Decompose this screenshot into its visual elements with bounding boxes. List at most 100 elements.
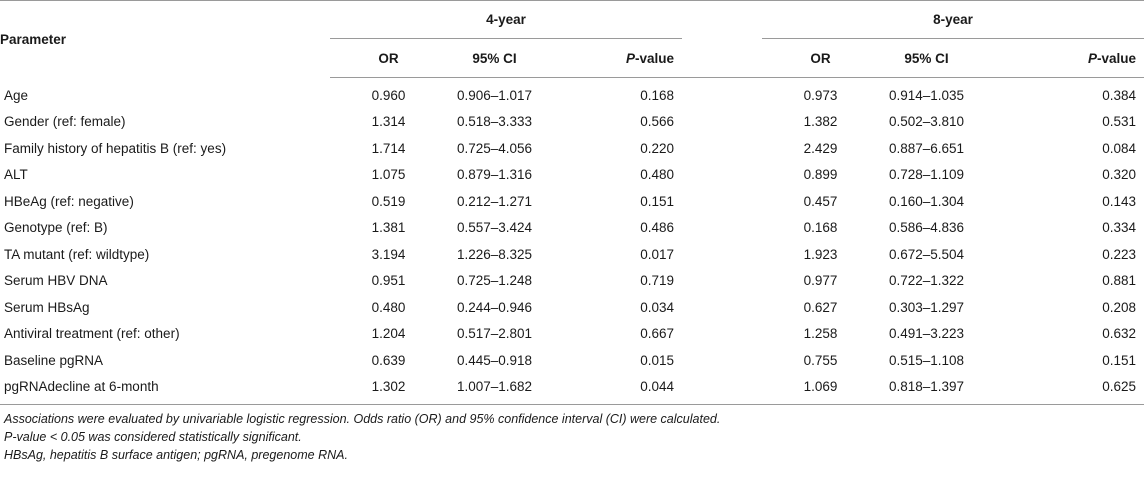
header-or-4: OR <box>330 38 417 78</box>
row-p-4: 0.480 <box>640 167 674 183</box>
header-p-rest: -value <box>1096 50 1136 66</box>
table-body: Age 0.960 0.906–1.017 0.168 0.973 0.914–… <box>0 78 1144 405</box>
row-ci-4: 0.445–0.918 <box>456 352 533 368</box>
row-parameter: Age <box>4 87 29 103</box>
table-row: TA mutant (ref: wildtype) 3.194 1.226–8.… <box>0 241 1144 268</box>
row-or-4: 0.639 <box>371 352 406 368</box>
header-p-italic: P <box>625 50 635 66</box>
row-or-8: 0.973 <box>803 87 838 103</box>
header-8-year: 8-year <box>762 0 1144 39</box>
row-p-8: 0.320 <box>1102 167 1136 183</box>
row-parameter: TA mutant (ref: wildtype) <box>4 246 150 262</box>
row-or-4: 1.714 <box>371 140 406 156</box>
table-row: Family history of hepatitis B (ref: yes)… <box>0 135 1144 162</box>
row-or-8: 2.429 <box>803 140 838 156</box>
row-p-4: 0.667 <box>640 326 674 342</box>
table-row: Serum HBV DNA 0.951 0.725–1.248 0.719 0.… <box>0 268 1144 295</box>
row-ci-4: 0.518–3.333 <box>456 114 533 130</box>
row-or-4: 1.381 <box>371 220 406 236</box>
header-ci-8: 95% CI <box>849 38 1004 78</box>
row-parameter: pgRNAdecline at 6-month <box>0 373 330 405</box>
row-or-8: 0.457 <box>803 193 838 209</box>
row-or-4: 1.302 <box>330 373 417 405</box>
row-or-8: 1.258 <box>803 326 838 342</box>
row-or-4: 0.951 <box>371 273 406 289</box>
row-ci-8: 0.722–1.322 <box>888 273 965 289</box>
row-p-8: 0.334 <box>1102 220 1136 236</box>
row-p-8: 0.208 <box>1102 299 1136 315</box>
row-ci-4: 0.879–1.316 <box>456 167 533 183</box>
row-p-4: 0.017 <box>640 246 674 262</box>
row-p-4: 0.486 <box>640 220 674 236</box>
row-parameter: Serum HBV DNA <box>4 273 108 289</box>
row-p-4: 0.034 <box>640 299 674 315</box>
row-p-4: 0.566 <box>640 114 674 130</box>
header-parameter: Parameter <box>0 0 330 78</box>
row-ci-8: 0.586–4.836 <box>888 220 965 236</box>
row-ci-8: 0.502–3.810 <box>888 114 965 130</box>
row-ci-4: 0.906–1.017 <box>456 87 533 103</box>
row-or-4: 0.519 <box>371 193 406 209</box>
row-parameter: Family history of hepatitis B (ref: yes) <box>4 140 227 156</box>
row-or-8: 1.069 <box>762 373 849 405</box>
row-or-4: 1.204 <box>371 326 406 342</box>
row-or-4: 1.314 <box>371 114 406 130</box>
row-ci-8: 0.515–1.108 <box>888 352 965 368</box>
row-or-8: 1.923 <box>803 246 838 262</box>
logistic-regression-table: Parameter 4-year 8-year OR 95% CI P-valu… <box>0 0 1144 405</box>
row-ci-8: 0.303–1.297 <box>888 299 965 315</box>
row-or-8: 0.168 <box>803 220 838 236</box>
row-ci-4: 0.557–3.424 <box>456 220 533 236</box>
row-p-4: 0.220 <box>640 140 674 156</box>
row-or-4: 0.480 <box>371 299 406 315</box>
row-ci-8: 0.887–6.651 <box>888 140 965 156</box>
row-p-8: 0.151 <box>1102 352 1136 368</box>
header-p-4: P-value <box>572 38 682 78</box>
row-ci-8: 0.818–1.397 <box>849 373 1004 405</box>
row-ci-4: 0.244–0.946 <box>456 299 533 315</box>
table-row: HBeAg (ref: negative) 0.519 0.212–1.271 … <box>0 188 1144 215</box>
footnote-significance: P-value < 0.05 was considered statistica… <box>4 430 302 444</box>
row-p-8: 0.632 <box>1102 326 1136 342</box>
table-row: Age 0.960 0.906–1.017 0.168 0.973 0.914–… <box>0 78 1144 109</box>
row-or-4: 0.960 <box>371 87 406 103</box>
row-p-4: 0.015 <box>640 352 674 368</box>
row-parameter: Serum HBsAg <box>4 299 90 315</box>
row-p-8: 0.084 <box>1102 140 1136 156</box>
header-p-rest: -value <box>634 50 674 66</box>
row-p-8: 0.384 <box>1102 87 1136 103</box>
footnote-abbreviations: HBsAg, hepatitis B surface antigen; pgRN… <box>4 448 348 462</box>
row-p-8: 0.625 <box>1004 373 1144 405</box>
table-row: ALT 1.075 0.879–1.316 0.480 0.899 0.728–… <box>0 162 1144 189</box>
row-p-4: 0.719 <box>640 273 674 289</box>
results-table-container: Parameter 4-year 8-year OR 95% CI P-valu… <box>0 0 1144 464</box>
row-p-8: 0.881 <box>1102 273 1136 289</box>
header-or-8: OR <box>762 38 849 78</box>
row-p-4: 0.151 <box>640 193 674 209</box>
table-footnotes: Associations were evaluated by univariab… <box>0 405 1144 464</box>
table-row: Baseline pgRNA 0.639 0.445–0.918 0.015 0… <box>0 347 1144 374</box>
row-parameter: HBeAg (ref: negative) <box>4 193 134 209</box>
row-or-4: 3.194 <box>371 246 406 262</box>
row-or-8: 1.382 <box>803 114 838 130</box>
row-ci-4: 0.725–4.056 <box>456 140 533 156</box>
row-ci-8: 0.672–5.504 <box>888 246 965 262</box>
row-parameter: ALT <box>4 167 28 183</box>
row-parameter: Baseline pgRNA <box>4 352 104 368</box>
row-p-8: 0.143 <box>1102 193 1136 209</box>
row-parameter: Antiviral treatment (ref: other) <box>4 326 180 342</box>
table-row: Serum HBsAg 0.480 0.244–0.946 0.034 0.62… <box>0 294 1144 321</box>
row-parameter: Gender (ref: female) <box>4 114 126 130</box>
table-row: Antiviral treatment (ref: other) 1.204 0… <box>0 321 1144 348</box>
row-ci-8: 0.728–1.109 <box>888 167 965 183</box>
row-or-8: 0.977 <box>803 273 838 289</box>
row-ci-4: 1.226–8.325 <box>456 246 533 262</box>
header-p-8: P-value <box>1004 38 1144 78</box>
row-p-8: 0.223 <box>1102 246 1136 262</box>
header-p-italic: P <box>1087 50 1097 66</box>
header-ci-4: 95% CI <box>417 38 572 78</box>
table-row: Gender (ref: female) 1.314 0.518–3.333 0… <box>0 109 1144 136</box>
row-ci-4: 0.725–1.248 <box>456 273 533 289</box>
table-row: pgRNAdecline at 6-month 1.302 1.007–1.68… <box>0 373 1144 405</box>
row-ci-4: 1.007–1.682 <box>417 373 572 405</box>
